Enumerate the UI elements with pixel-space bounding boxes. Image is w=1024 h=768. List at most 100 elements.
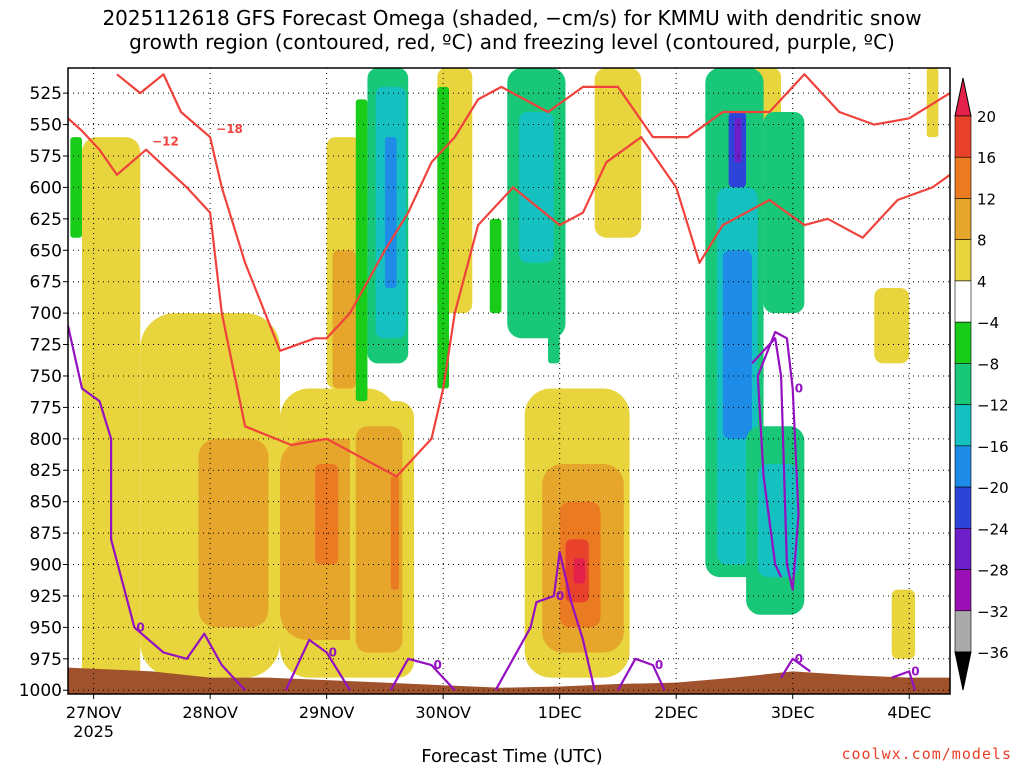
colorbar-box-10	[954, 528, 972, 570]
freezing-label-0: 0	[136, 620, 144, 634]
freezing-contour-6	[780, 657, 811, 679]
freezing-label-7: 0	[911, 664, 919, 678]
omega-region-33	[518, 111, 554, 263]
colorbar: 20 16 12 8 4 −4 −8 −12 −16 −20 −24 −28 −32 −36	[954, 77, 1009, 691]
colorbar-label-2: 12	[977, 190, 996, 208]
y-tick-label-2: 575	[30, 147, 62, 167]
x-tick-label-3: 30NOV	[415, 703, 471, 722]
freezing-label-4: 0	[655, 658, 663, 672]
y-tick-label-13: 850	[30, 493, 62, 513]
source-credit[interactable]: coolwx.com/models	[841, 745, 1012, 763]
omega-region-22	[891, 589, 916, 659]
colorbar-box-6	[954, 363, 972, 405]
y-axis-labels: 525 550 575 600 625 650 675 700 725 750 775 800 825 8…	[19, 84, 68, 701]
colorbar-bottom-arrow	[954, 651, 972, 691]
x-tick-label-6: 3DEC	[771, 703, 815, 722]
y-tick-label-0: 525	[30, 84, 62, 104]
omega-region-10	[390, 476, 399, 590]
freezing-label-6: 0	[795, 652, 803, 666]
omega-region-0	[81, 137, 141, 691]
x-tick-label-7: 4DEC	[887, 703, 931, 722]
omega-region-38	[734, 118, 742, 163]
colorbar-label-13: −36	[977, 644, 1009, 662]
freezing-label-3: 0	[556, 589, 564, 603]
colorbar-label-12: −32	[977, 603, 1009, 621]
omega-region-17	[573, 558, 586, 584]
contour-layer: −12 −18 0 0 0 0 0 0 0 0	[68, 73, 950, 691]
plot-frame	[67, 67, 951, 695]
dgz-contour-1	[116, 73, 950, 352]
omega-region-25	[355, 99, 368, 402]
colorbar-label-0: 20	[977, 108, 996, 126]
colorbar-box-4	[954, 280, 972, 323]
omega-region-26	[437, 86, 449, 389]
colorbar-box-7	[954, 404, 972, 447]
y-tick-label-12: 825	[30, 461, 62, 481]
y-tick-label-1: 550	[30, 116, 62, 136]
y-tick-label-3: 600	[30, 178, 62, 198]
x-tick-label-4: 1DEC	[538, 703, 582, 722]
freezing-contour-1	[284, 638, 351, 691]
dgz-label-0: −12	[152, 135, 179, 149]
colorbar-label-8: −16	[977, 438, 1009, 456]
colorbar-label-5: −4	[977, 314, 999, 332]
freezing-contour-3	[494, 550, 596, 691]
colorbar-box-5	[954, 321, 972, 364]
colorbar-box-0	[954, 115, 972, 158]
colorbar-label-11: −28	[977, 562, 1009, 580]
chart-title: 2025112618 GFS Forecast Omega (shaded, −…	[102, 6, 922, 54]
y-tick-label-17: 950	[30, 618, 62, 638]
freezing-contour-0	[68, 325, 246, 691]
freezing-contour-4	[616, 657, 666, 691]
y-tick-label-16: 925	[30, 587, 62, 607]
grid-lines	[68, 68, 950, 694]
omega-region-31	[489, 218, 502, 314]
colorbar-box-11	[954, 569, 972, 612]
colorbar-label-6: −8	[977, 355, 999, 373]
x-tick-label-0: 27NOV	[66, 703, 122, 722]
y-tick-label-5: 650	[30, 241, 62, 261]
omega-region-36	[722, 250, 752, 439]
y-tick-label-15: 900	[30, 556, 62, 576]
omega-region-5	[315, 463, 339, 565]
x-tick-label-5: 2DEC	[654, 703, 698, 722]
colorbar-box-12	[954, 610, 972, 653]
y-tick-label-8: 725	[30, 336, 62, 356]
dgz-label-1: −18	[216, 122, 243, 136]
colorbar-box-2	[954, 198, 972, 240]
y-tick-label-9: 750	[30, 367, 62, 387]
colorbar-label-1: 16	[977, 149, 996, 167]
y-tick-label-7: 700	[30, 304, 62, 324]
omega-region-24	[70, 137, 82, 238]
omega-region-23	[926, 68, 939, 138]
colorbar-top-arrow	[954, 77, 972, 117]
colorbar-label-10: −24	[977, 520, 1009, 538]
y-tick-label-11: 800	[30, 430, 62, 450]
dgz-contour-0	[68, 117, 950, 478]
omega-region-40	[757, 463, 799, 578]
y-tick-label-14: 875	[30, 524, 62, 544]
omega-region-29	[384, 137, 397, 288]
omega-region-21	[874, 287, 910, 364]
freezing-contour-7	[891, 670, 917, 691]
y-tick-label-6: 675	[30, 273, 62, 293]
surface-ground	[68, 667, 950, 694]
freezing-contour-2	[389, 657, 456, 691]
colorbar-box-8	[954, 445, 972, 488]
x-tick-label-2: 29NOV	[299, 703, 355, 722]
x-axis-title: Forecast Time (UTC)	[421, 746, 603, 767]
freezing-label-1: 0	[329, 646, 337, 660]
plot-area	[68, 68, 950, 694]
colorbar-box-1	[954, 156, 972, 199]
y-tick-label-4: 625	[30, 210, 62, 230]
x-tick-label-1: 28NOV	[182, 703, 238, 722]
omega-region-41	[763, 111, 805, 314]
colorbar-label-4: 4	[977, 273, 987, 291]
colorbar-box-9	[954, 486, 972, 529]
y-tick-label-18: 975	[30, 650, 62, 670]
freezing-contour-5	[751, 330, 800, 591]
colorbar-label-9: −20	[977, 479, 1009, 497]
colorbar-label-3: 8	[977, 232, 987, 250]
